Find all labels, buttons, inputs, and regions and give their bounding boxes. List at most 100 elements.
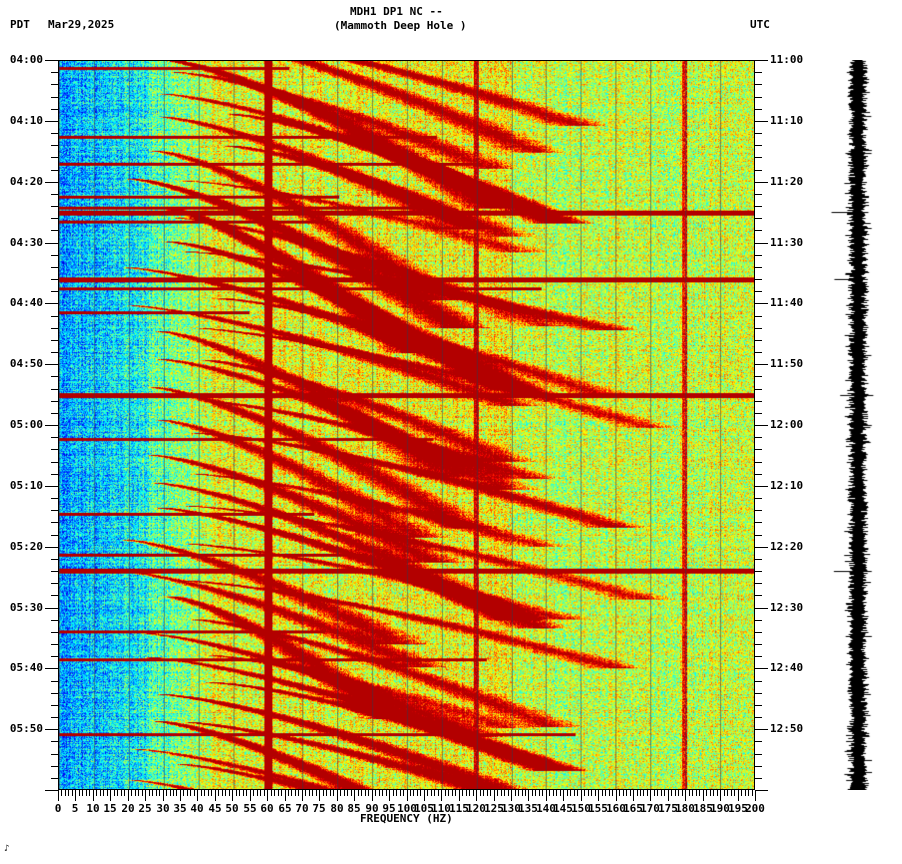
frequency-axis-tick [598,790,599,801]
frequency-axis-tick [738,790,739,801]
frequency-axis-tick [748,790,749,796]
timezone-label-right: UTC [750,18,770,31]
frequency-axis-tick [163,790,164,801]
frequency-axis-tick [138,790,139,796]
frequency-axis-tick [407,790,408,801]
right-axis-tick [755,486,768,487]
right-axis-tick [755,729,768,730]
frequency-axis-tick [316,790,317,796]
left-axis-tick [51,413,58,414]
frequency-axis-tick [72,790,73,796]
frequency-axis-tick [462,790,463,796]
frequency-axis-tick [525,790,526,796]
frequency-axis-tick [110,790,111,801]
frequency-axis-tick [65,790,66,796]
frequency-axis-tick [413,790,414,796]
frequency-axis-tick [305,790,306,796]
right-axis-tick [755,97,762,98]
frequency-axis-label: 80 [330,802,344,815]
frequency-axis-tick [86,790,87,796]
frequency-axis-tick [671,790,672,796]
frequency-axis-label: 90 [365,802,379,815]
frequency-axis-tick [595,790,596,796]
left-axis-tick [51,157,58,158]
left-axis-tick [45,486,58,487]
right-axis-time-label: 12:00 [770,418,804,431]
frequency-axis-tick [515,790,516,796]
right-axis-tick [755,437,762,438]
frequency-axis-tick [93,790,94,801]
spectrogram-plot-area [58,60,755,790]
frequency-axis-label: 200 [745,802,765,815]
left-axis-time-label: 05:10 [9,479,43,492]
frequency-axis-tick [291,790,292,796]
frequency-axis-tick [211,790,212,796]
frequency-axis-tick [602,790,603,796]
frequency-axis-tick [710,790,711,796]
left-axis-tick [51,559,58,560]
frequency-axis-label: 140 [536,802,556,815]
frequency-axis-tick [685,790,686,801]
left-axis-time-label: 04:20 [9,175,43,188]
right-axis-tick [755,267,762,268]
right-axis-tick [755,72,762,73]
frequency-axis-tick [535,790,536,796]
right-axis-time-label: 11:30 [770,236,804,249]
right-axis-tick [755,243,768,244]
frequency-axis-tick [271,790,272,796]
left-axis-tick [51,741,58,742]
frequency-axis-tick [494,790,495,801]
frequency-axis-tick [194,790,195,796]
frequency-axis-tick [326,790,327,796]
right-axis-tick [755,364,768,365]
right-axis-tick [755,510,762,511]
frequency-axis-tick [89,790,90,796]
frequency-axis-label: 10 [86,802,100,815]
frequency-axis-tick [117,790,118,796]
frequency-axis-label: 135 [518,802,538,815]
frequency-axis-label: 165 [623,802,643,815]
frequency-axis-tick [630,790,631,796]
right-axis-tick [755,632,762,633]
right-axis-tick [755,778,762,779]
frequency-axis-tick [501,790,502,796]
frequency-axis-label: 195 [728,802,748,815]
frequency-axis-tick [560,790,561,796]
station-title: MDH1 DP1 NC -- [350,5,443,18]
right-axis-tick [755,462,762,463]
right-axis-tick [755,401,762,402]
frequency-axis-tick [441,790,442,801]
frequency-axis-tick [445,790,446,796]
frequency-axis-tick [204,790,205,796]
left-axis-tick [51,778,58,779]
left-axis-time-label: 04:40 [9,296,43,309]
frequency-axis-tick [647,790,648,796]
frequency-axis-tick [354,790,355,801]
right-axis-tick [755,717,762,718]
frequency-axis-tick [713,790,714,796]
frequency-axis-tick [128,790,129,801]
frequency-axis-tick [319,790,320,801]
left-axis-tick [51,352,58,353]
left-axis-tick [45,790,58,791]
left-axis-tick [51,328,58,329]
frequency-axis-tick [724,790,725,796]
left-axis-time-label: 05:30 [9,601,43,614]
right-axis-tick [755,376,762,377]
frequency-axis-tick [124,790,125,796]
right-axis-time-label: 12:40 [770,661,804,674]
frequency-axis-tick [215,790,216,801]
x-axis-label: FREQUENCY (HZ) [360,812,453,825]
frequency-axis-label: 30 [156,802,170,815]
frequency-axis-tick [382,790,383,796]
frequency-axis-tick [682,790,683,796]
frequency-axis-tick [508,790,509,796]
frequency-axis-tick [368,790,369,796]
left-axis-tick [51,474,58,475]
frequency-axis-tick [333,790,334,796]
frequency-axis-tick [389,790,390,801]
right-axis-tick [755,352,762,353]
right-axis-tick [755,389,762,390]
frequency-axis-tick [330,790,331,796]
frequency-axis-tick [619,790,620,796]
